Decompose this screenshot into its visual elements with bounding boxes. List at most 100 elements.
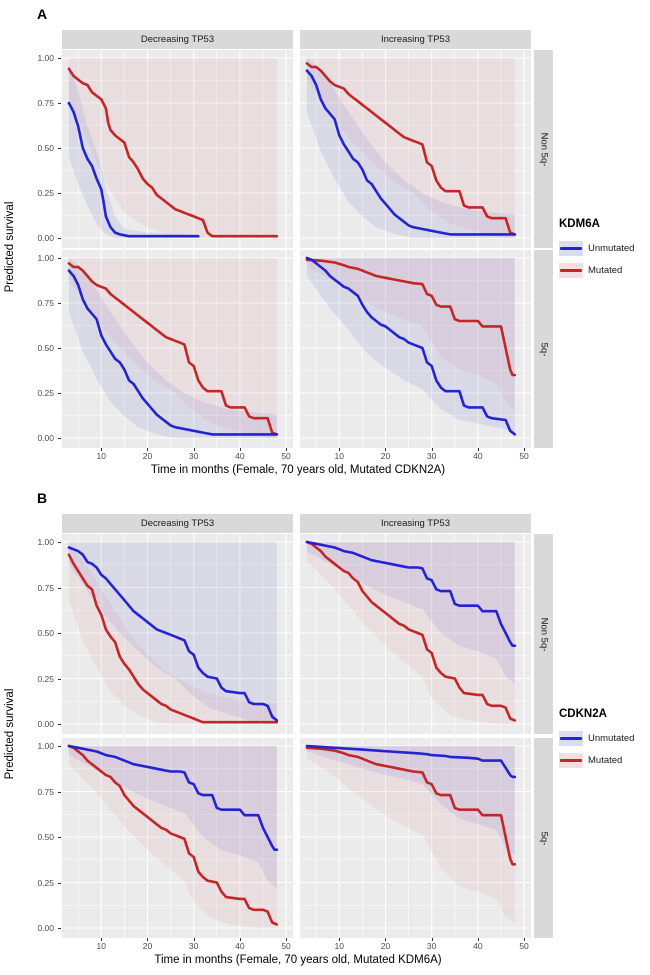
y-axis-tick-mark [58, 542, 61, 543]
x-axis-tick-mark [524, 938, 526, 941]
facet-strip-row-label: 5q- [537, 831, 549, 845]
y-axis-tick-mark [58, 587, 61, 589]
y-axis-tick-mark [58, 928, 61, 929]
x-axis-tick-label: 30 [426, 451, 437, 461]
legend-label: Mutated [588, 264, 623, 276]
x-axis-tick-mark [193, 448, 195, 451]
x-axis-tick-mark [524, 448, 526, 451]
unmutated-confidence-band [68, 746, 277, 888]
legend-line-mutated [560, 758, 582, 762]
x-axis-tick-mark [286, 938, 288, 941]
facet-plot [300, 250, 531, 448]
facet-strip-col: Decreasing TP53 [62, 30, 293, 49]
x-axis-tick-label: 10 [96, 941, 106, 951]
figure-panel-A: A Decreasing TP53 Increasing TP53 Non 5q- 5q… [0, 0, 650, 487]
legend-item-mutated: Mutated [559, 752, 622, 768]
facet-plot [62, 50, 293, 248]
facet-strip-col: Decreasing TP53 [62, 514, 293, 533]
x-axis-tick-mark [339, 448, 341, 451]
y-axis-tick-mark [58, 882, 61, 884]
mutated-confidence-band [306, 542, 515, 724]
legend-label: Unmutated [588, 732, 635, 744]
y-axis-tick-mark [58, 58, 61, 59]
y-axis-tick-label: 0.25 [37, 188, 54, 198]
y-axis-tick-label: 0.75 [37, 98, 54, 108]
y-axis-tick-mark [58, 393, 61, 394]
x-axis-tick-label: 50 [519, 941, 529, 951]
x-axis-tick-label: 40 [473, 451, 483, 461]
mutated-survival-curve [305, 540, 517, 722]
facet-plot [62, 534, 293, 734]
x-axis-tick-mark [431, 448, 433, 451]
x-axis-tick-label: 30 [188, 451, 199, 461]
mutated-survival-curve [67, 744, 279, 926]
facet-strip-row: Non 5q- [534, 534, 553, 734]
y-axis-tick-label: 1.00 [37, 741, 54, 751]
x-axis-tick-mark [385, 938, 387, 941]
x-axis-tick-mark [339, 938, 341, 941]
legend-title: KDM6A [559, 218, 600, 230]
unmutated-survival-curve [305, 69, 517, 236]
facet-strip-col: Increasing TP53 [300, 30, 531, 49]
mutated-confidence-band [68, 746, 277, 928]
y-axis-tick-label: 0.25 [37, 877, 54, 888]
unmutated-survival-curve [67, 546, 279, 722]
mutated-survival-curve [305, 746, 517, 866]
facet-plot [62, 738, 293, 938]
x-axis-title: Time in months (Female, 70 years old, Mu… [150, 464, 446, 476]
mutated-confidence-band [306, 746, 515, 923]
legend-item-unmutated: Unmutated [559, 730, 634, 746]
facet-strip-row: Non 5q- [534, 50, 553, 248]
y-axis-tick-label: 1.00 [37, 253, 54, 263]
x-axis-tick-mark [101, 448, 103, 451]
facet-plot [300, 738, 531, 938]
legend-swatch-mutated [559, 752, 583, 768]
mutated-survival-curve [305, 258, 517, 377]
unmutated-confidence-band [306, 746, 515, 856]
facet-plot [300, 534, 531, 734]
x-axis-tick-mark [193, 938, 195, 941]
facet-plot [300, 50, 531, 248]
unmutated-survival-curve [67, 101, 200, 238]
mutated-survival-curve [67, 262, 279, 436]
x-axis-tick-label: 30 [188, 941, 199, 951]
y-axis-tick-mark [58, 837, 61, 838]
y-axis-tick-mark [58, 103, 61, 104]
y-axis-tick-label: 0.00 [37, 433, 54, 443]
legend-line-mutated [560, 268, 582, 272]
x-axis-tick-mark [147, 448, 149, 451]
unmutated-survival-curve [305, 540, 517, 647]
facet-strip-row-label: Non 5q- [538, 132, 549, 166]
unmutated-confidence-band [68, 542, 277, 724]
y-axis-tick-mark [58, 303, 61, 304]
x-axis-tick-label: 10 [334, 451, 344, 461]
y-axis-tick-label: 0.75 [37, 582, 54, 593]
x-axis-tick-label: 10 [96, 451, 106, 461]
unmutated-survival-curve [67, 744, 279, 851]
y-axis-tick-mark [58, 258, 61, 259]
y-axis-tick-mark [58, 348, 61, 349]
facet-plot [62, 250, 293, 448]
legend-label: Unmutated [588, 242, 635, 254]
x-axis-tick-mark [477, 938, 479, 941]
unmutated-survival-curve [67, 269, 279, 436]
unmutated-confidence-band [306, 258, 515, 433]
y-axis-tick-mark [58, 791, 61, 793]
x-axis-tick-mark [101, 938, 103, 941]
y-axis-tick-label: 0.25 [37, 388, 54, 398]
x-axis-tick-label: 50 [281, 941, 291, 951]
x-axis-tick-label: 50 [519, 451, 529, 461]
x-axis-tick-label: 30 [426, 941, 437, 951]
legend-title: CDKN2A [559, 708, 607, 720]
x-axis-tick-label: 20 [380, 451, 391, 461]
y-axis-tick-mark [58, 193, 61, 194]
mutated-survival-curve [67, 67, 279, 238]
panel-label: B [37, 490, 48, 506]
x-axis-tick-label: 40 [235, 451, 245, 461]
y-axis-tick-label: 0.50 [37, 343, 54, 353]
x-axis-tick-mark [431, 938, 433, 941]
legend-label: Mutated [588, 754, 623, 766]
x-axis-tick-mark [239, 448, 241, 451]
legend-line-unmutated [560, 246, 582, 250]
y-axis-tick-label: 0.75 [37, 298, 54, 308]
